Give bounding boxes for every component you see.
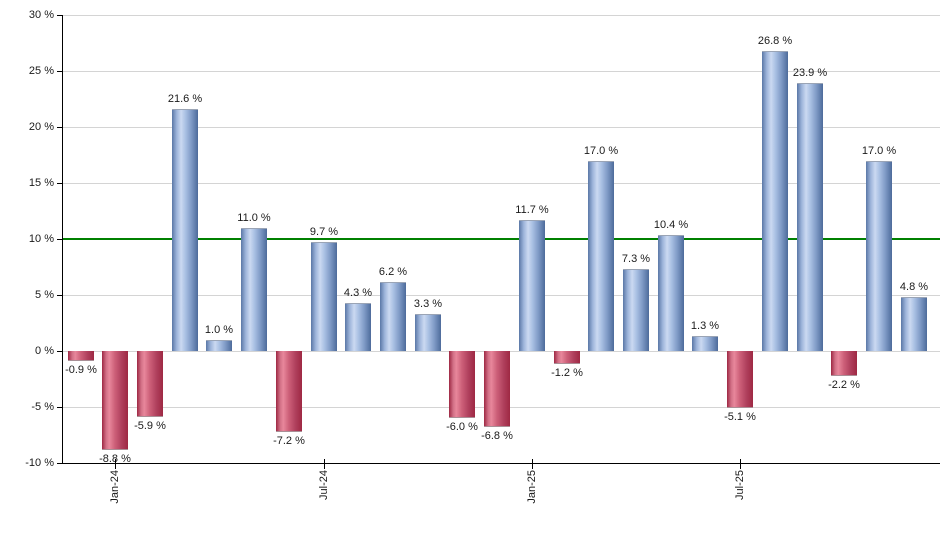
bar-positive: [588, 160, 614, 351]
bar-negative: [276, 351, 302, 432]
bar-positive: [206, 339, 232, 351]
y-axis-tick-label: -5 %: [31, 401, 54, 413]
bar-positive: [658, 234, 684, 351]
grid-line: [62, 183, 940, 184]
bar-value-label: 11.7 %: [515, 204, 549, 216]
y-axis-tick-label: 25 %: [28, 65, 54, 77]
bar-value-label: 3.3 %: [413, 298, 443, 310]
y-axis-line: [62, 15, 63, 463]
bar-value-label: 4.8 %: [899, 281, 929, 293]
y-axis-tick: [57, 295, 62, 296]
x-axis-tick: [115, 459, 116, 469]
x-axis-tick-label: Jul-25: [734, 470, 746, 500]
y-axis-tick-label: 15 %: [28, 177, 54, 189]
x-axis-tick-label: Jan-25: [526, 470, 538, 504]
bar-positive: [172, 109, 198, 351]
bar-negative: [484, 351, 510, 428]
bar-value-label: -8.8 %: [99, 453, 131, 465]
bar-negative: [102, 351, 128, 450]
bar-value-label: 26.8 %: [757, 35, 793, 47]
bar-value-label: 17.0 %: [583, 145, 619, 157]
bar-positive: [380, 281, 406, 351]
x-axis-tick-label: Jan-24: [109, 470, 121, 504]
bar-negative: [554, 351, 580, 365]
bar-negative: [449, 351, 475, 419]
bar-positive: [311, 242, 337, 351]
x-axis-tick: [532, 459, 533, 469]
bar-positive: [519, 219, 545, 351]
bar-value-label: -5.1 %: [724, 411, 756, 423]
bar-value-label: 17.0 %: [861, 145, 897, 157]
grid-line: [62, 15, 940, 16]
bar-value-label: 7.3 %: [621, 253, 651, 265]
y-axis-tick: [57, 351, 62, 352]
benchmark-line: [62, 238, 940, 240]
grid-line: [62, 295, 940, 296]
y-axis-tick-label: 0 %: [35, 345, 54, 357]
bar-value-label: -0.9 %: [65, 364, 97, 376]
bar-negative: [727, 351, 753, 409]
bar-value-label: 1.0 %: [204, 324, 234, 336]
y-axis-tick-label: 5 %: [35, 289, 54, 301]
y-axis-tick: [57, 239, 62, 240]
x-axis-line: [62, 463, 940, 464]
bar-value-label: 1.3 %: [690, 320, 720, 332]
bar-value-label: -7.2 %: [273, 435, 305, 447]
bar-positive: [901, 297, 927, 351]
y-axis-tick-label: 10 %: [28, 233, 54, 245]
bar-value-label: -6.8 %: [481, 430, 513, 442]
bar-value-label: 10.4 %: [653, 219, 689, 231]
grid-line: [62, 127, 940, 128]
y-axis-tick: [57, 15, 62, 16]
bar-value-label: -2.2 %: [828, 379, 860, 391]
bar-positive: [415, 314, 441, 351]
bar-negative: [137, 351, 163, 418]
x-axis-tick-label: Jul-24: [318, 470, 330, 500]
bar-positive: [241, 227, 267, 351]
y-axis-tick: [57, 71, 62, 72]
bar-value-label: 9.7 %: [309, 226, 339, 238]
x-axis-tick: [324, 459, 325, 469]
y-axis-tick-label: 30 %: [28, 9, 54, 21]
y-axis-tick: [57, 127, 62, 128]
bar-value-label: 11.0 %: [237, 212, 271, 224]
grid-line: [62, 71, 940, 72]
y-axis-tick: [57, 183, 62, 184]
y-axis-tick-label: 20 %: [28, 121, 54, 133]
bar-value-label: -5.9 %: [134, 420, 166, 432]
bar-value-label: -6.0 %: [446, 421, 478, 433]
bar-value-label: 21.6 %: [167, 93, 203, 105]
bar-positive: [762, 50, 788, 351]
x-axis-tick: [740, 459, 741, 469]
y-axis-tick: [57, 407, 62, 408]
y-axis-tick: [57, 463, 62, 464]
bar-positive: [692, 336, 718, 351]
y-axis-tick-label: -10 %: [25, 457, 54, 469]
bar-value-label: 6.2 %: [378, 266, 408, 278]
bar-value-label: -1.2 %: [551, 367, 583, 379]
bar-positive: [797, 83, 823, 351]
bar-value-label: 23.9 %: [792, 67, 828, 79]
bar-positive: [623, 269, 649, 351]
bar-negative: [831, 351, 857, 376]
bar-value-label: 4.3 %: [343, 287, 373, 299]
bar-positive: [866, 160, 892, 351]
bar-positive: [345, 302, 371, 351]
bar-negative: [68, 351, 94, 362]
